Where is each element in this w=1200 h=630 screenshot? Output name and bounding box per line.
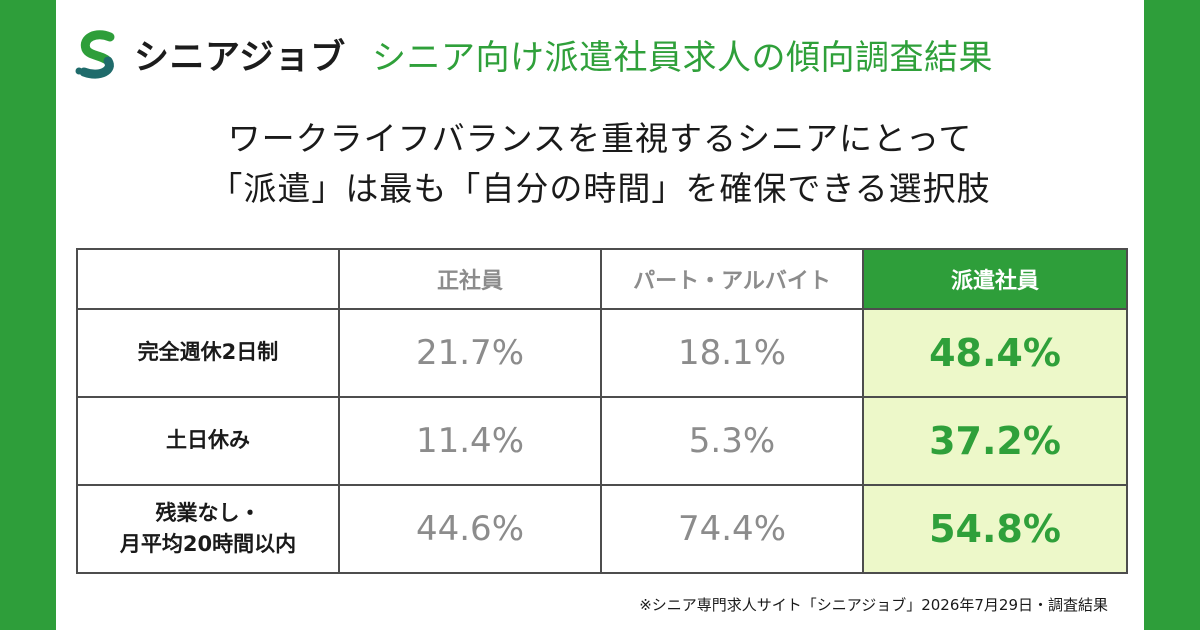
highlight-cell: 37.2% (862, 396, 1128, 486)
table-cell: 21.7% (338, 308, 602, 398)
table-cell: 74.4% (600, 484, 864, 574)
table-row: 土日休み 11.4% 5.3% 37.2% (76, 396, 1128, 486)
highlight-cell: 48.4% (862, 308, 1128, 398)
table-row: 完全週休2日制 21.7% 18.1% 48.4% (76, 308, 1128, 398)
row-label: 残業なし・ 月平均20時間以内 (76, 484, 340, 574)
brand-name: シニアジョブ (134, 37, 346, 78)
row-label: 土日休み (76, 396, 340, 486)
row-label-line: 完全週休2日制 (137, 340, 279, 365)
comparison-table: 正社員 パート・アルバイト 派遣社員 完全週休2日制 21.7% 18.1% 4… (76, 248, 1128, 574)
brand: シニアジョブ (72, 26, 346, 82)
header-cell-empty (76, 248, 340, 310)
table-cell: 11.4% (338, 396, 602, 486)
headline-line-1: ワークライフバランスを重視するシニアにとって (227, 119, 973, 158)
headline-line-2: 「派遣」は最も「自分の時間」を確保できる選択肢 (209, 169, 991, 208)
header-cell-part-arubaito: パート・アルバイト (600, 248, 864, 310)
table-cell: 44.6% (338, 484, 602, 574)
table-row: 残業なし・ 月平均20時間以内 44.6% 74.4% 54.8% (76, 484, 1128, 574)
row-label-line: 残業なし・ (155, 500, 261, 525)
table-cell: 18.1% (600, 308, 864, 398)
header-cell-seishain: 正社員 (338, 248, 602, 310)
row-label-line: 月平均20時間以内 (119, 532, 297, 556)
row-label: 完全週休2日制 (76, 308, 340, 398)
highlight-cell: 54.8% (862, 484, 1128, 574)
s-logo-icon (75, 30, 115, 79)
row-label-line: 土日休み (166, 428, 250, 453)
header-cell-haken-shain: 派遣社員 (862, 248, 1128, 310)
survey-title: シニア向け派遣社員求人の傾向調査結果 (372, 38, 993, 78)
table-cell: 5.3% (600, 396, 864, 486)
table-header-row: 正社員 パート・アルバイト 派遣社員 (76, 248, 1128, 310)
source-note: ※シニア専門求人サイト「シニアジョブ」2026年7月29日・調査結果 (639, 596, 1108, 614)
